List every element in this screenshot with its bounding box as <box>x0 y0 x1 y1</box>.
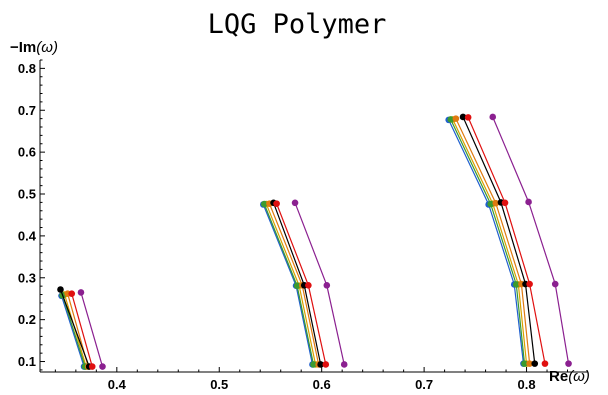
data-point <box>565 360 572 367</box>
series-line <box>448 119 525 364</box>
data-point <box>317 361 324 368</box>
x-tick-label: 0.4 <box>108 377 127 392</box>
data-point <box>340 361 348 368</box>
series-line <box>492 116 570 364</box>
data-point <box>99 363 106 370</box>
series-6 <box>68 114 549 370</box>
y-axis-label-main: −Im <box>10 39 36 56</box>
series-3 <box>59 116 528 370</box>
series-line <box>61 295 86 367</box>
data-point <box>526 360 533 367</box>
series-line <box>452 119 528 364</box>
data-point <box>487 200 494 208</box>
x-tick-label: 0.8 <box>518 377 536 392</box>
data-point <box>310 361 317 368</box>
y-tick-label: 0.7 <box>18 103 36 118</box>
y-tick-label: 0.4 <box>18 228 37 243</box>
series-7 <box>77 113 572 370</box>
x-tick-label: 0.6 <box>313 377 331 392</box>
y-axis-label-arg: (ω) <box>36 39 58 56</box>
y-tick-label: 0.8 <box>18 61 36 76</box>
series-2 <box>61 116 530 370</box>
chart-title: LQG Polymer <box>208 9 387 40</box>
data-point <box>489 113 497 121</box>
data-point <box>452 115 460 122</box>
data-point <box>492 199 500 207</box>
x-tick-label: 0.7 <box>415 377 433 392</box>
data-point <box>526 280 533 288</box>
y-tick-label: 0.6 <box>18 145 36 160</box>
series-4 <box>64 115 533 370</box>
data-point <box>88 363 96 370</box>
data-point <box>57 286 64 293</box>
x-axis-label-main: Re <box>549 368 568 385</box>
data-point <box>322 361 330 368</box>
data-point <box>273 200 280 207</box>
data-point <box>459 113 467 121</box>
series-line <box>60 295 85 367</box>
data-point <box>464 114 472 121</box>
data-point <box>261 200 268 208</box>
data-point <box>68 290 76 297</box>
data-point <box>501 199 509 207</box>
series-line <box>462 116 536 364</box>
x-axis-label: Re(ω) <box>549 368 590 385</box>
data-point <box>323 282 331 289</box>
data-point <box>521 360 528 367</box>
data-point <box>291 199 299 207</box>
y-tick-label: 0.5 <box>18 187 36 202</box>
x-tick-label: 0.5 <box>210 377 228 392</box>
data-point <box>305 282 312 289</box>
series-line <box>71 293 93 367</box>
x-axis-label-arg: (ω) <box>568 368 590 385</box>
y-tick-label: 0.2 <box>18 312 36 327</box>
series-group <box>57 113 572 370</box>
data-point <box>512 281 520 288</box>
data-point <box>541 360 549 367</box>
x-ticks: 0.4 0.5 0.6 0.7 0.8 <box>54 367 569 392</box>
data-point <box>551 280 559 288</box>
series-line <box>455 118 531 364</box>
series-line <box>467 117 546 364</box>
data-point <box>77 289 85 296</box>
y-axis-label: −Im(ω) <box>10 39 58 56</box>
series-line <box>80 292 104 367</box>
data-point <box>447 116 455 123</box>
series-line <box>59 289 90 367</box>
y-tick-label: 0.1 <box>18 354 36 369</box>
series-line <box>450 119 526 364</box>
data-point <box>293 282 301 290</box>
data-point <box>525 198 532 206</box>
y-ticks: 0.1 0.2 0.3 0.4 0.5 0.6 0.7 0.8 <box>18 59 45 371</box>
data-point <box>531 360 539 367</box>
y-tick-label: 0.3 <box>18 270 36 285</box>
